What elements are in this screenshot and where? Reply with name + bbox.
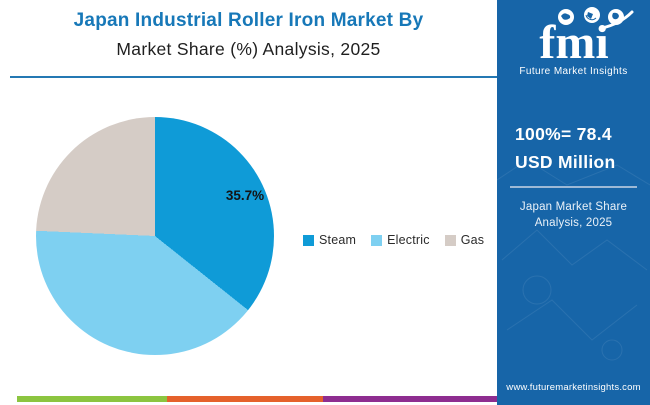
globe-icon	[583, 7, 600, 23]
stat-unit: USD Million	[515, 152, 616, 172]
legend-label: Electric	[387, 233, 430, 247]
legend-item-electric: Electric	[371, 233, 430, 247]
website-url: www.futuremarketinsights.com	[506, 382, 641, 393]
chart-area: Japan Industrial Roller Iron Market By M…	[10, 10, 497, 402]
footer-color-bar	[17, 396, 497, 402]
footer-bar-segment	[323, 396, 497, 402]
sidebar-caption-line2: Analysis, 2025	[534, 217, 613, 229]
page-subtitle: Market Share (%) Analysis, 2025	[116, 39, 381, 59]
legend-item-gas: Gas	[444, 233, 485, 247]
legend-swatch	[444, 234, 456, 246]
fmi-logo-text: fmi	[539, 16, 608, 68]
footer-bar-segment	[17, 396, 167, 402]
pie-chart	[36, 117, 274, 355]
fmi-logo: fmi Future Market Insights	[497, 6, 650, 77]
chart-legend: Steam Electric Gas	[303, 233, 484, 247]
swoosh-icon	[600, 10, 633, 30]
fmi-logo-subtext: Future Market Insights	[519, 66, 628, 77]
pie-data-label: 35.7%	[225, 188, 265, 203]
legend-item-steam: Steam	[303, 233, 356, 247]
legend-label: Steam	[319, 233, 357, 247]
legend-swatch	[371, 234, 383, 246]
legend-label: Gas	[460, 233, 485, 247]
world-map-pattern	[497, 159, 650, 361]
footer-bar-segment	[167, 396, 323, 402]
title-divider	[10, 76, 497, 78]
sidebar-caption-line1: Japan Market Share	[519, 201, 628, 213]
sidebar-divider	[510, 186, 637, 188]
sidebar-caption: Japan Market Share Analysis, 2025	[497, 199, 650, 231]
legend-swatch	[303, 234, 314, 246]
brand-sidebar: fmi Future Market Insights 100%= 78.4 US…	[497, 0, 650, 405]
page-title: Japan Industrial Roller Iron Market By	[73, 10, 424, 31]
stat-total: 100%= 78.4	[515, 124, 612, 144]
globe-icon	[557, 9, 574, 25]
